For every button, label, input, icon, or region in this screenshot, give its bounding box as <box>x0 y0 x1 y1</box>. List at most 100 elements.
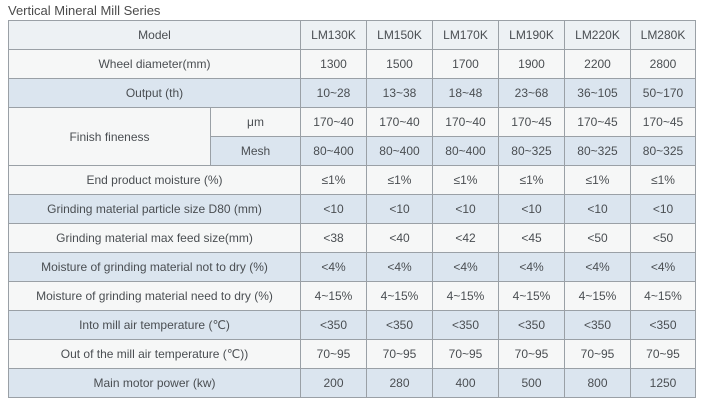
value-cell: 4~15% <box>366 281 433 311</box>
model-cell: LM190K <box>498 20 565 50</box>
value-cell: 170~40 <box>432 107 499 137</box>
value-cell: <350 <box>366 310 433 340</box>
value-cell: <10 <box>366 194 433 224</box>
table-row-main-motor-power: Main motor power (kw) 200 280 400 500 80… <box>8 368 696 398</box>
value-cell: 280 <box>366 368 433 398</box>
table-row-max-feed-size: Grinding material max feed size(mm) <38 … <box>8 223 696 253</box>
value-cell: 80~325 <box>630 136 696 166</box>
model-cell: LM170K <box>432 20 499 50</box>
value-cell: <350 <box>564 310 631 340</box>
value-cell: ≤1% <box>498 165 565 195</box>
value-cell: <4% <box>432 252 499 282</box>
value-cell: 170~40 <box>300 107 367 137</box>
value-cell: <10 <box>300 194 367 224</box>
value-cell: 200 <box>300 368 367 398</box>
value-cell: ≤1% <box>432 165 499 195</box>
value-cell: 170~45 <box>498 107 565 137</box>
value-cell: 10~28 <box>300 78 367 108</box>
value-cell: 80~400 <box>366 136 433 166</box>
row-label-moisture-not-to-dry: Moisture of grinding material not to dry… <box>8 252 301 282</box>
value-cell: 80~400 <box>432 136 499 166</box>
value-cell: <4% <box>498 252 565 282</box>
value-cell: 50~170 <box>630 78 696 108</box>
row-label-finish-fineness: Finish fineness <box>8 107 211 166</box>
spec-table: Model LM130K LM150K LM170K LM190K LM220K… <box>8 20 696 398</box>
value-cell: 4~15% <box>432 281 499 311</box>
value-cell: 18~48 <box>432 78 499 108</box>
value-cell: 23~68 <box>498 78 565 108</box>
row-label-into-mill-temp: Into mill air temperature (℃) <box>8 310 301 340</box>
value-cell: 1250 <box>630 368 696 398</box>
value-cell: <10 <box>498 194 565 224</box>
value-cell: <4% <box>630 252 696 282</box>
value-cell: 1900 <box>498 49 565 79</box>
row-label-out-mill-temp: Out of the mill air temperature (℃)) <box>8 339 301 369</box>
value-cell: 13~38 <box>366 78 433 108</box>
table-row-into-mill-temp: Into mill air temperature (℃) <350 <350 … <box>8 310 696 340</box>
value-cell: <50 <box>564 223 631 253</box>
value-cell: 800 <box>564 368 631 398</box>
value-cell: 36~105 <box>564 78 631 108</box>
value-cell: <350 <box>498 310 565 340</box>
table-row-fineness-um: Finish fineness μm 170~40 170~40 170~40 … <box>8 107 696 166</box>
value-cell: 70~95 <box>564 339 631 369</box>
value-cell: 70~95 <box>498 339 565 369</box>
model-cell: LM130K <box>300 20 367 50</box>
value-cell: 70~95 <box>300 339 367 369</box>
model-cell: LM220K <box>564 20 631 50</box>
value-cell: <10 <box>432 194 499 224</box>
value-cell: <350 <box>300 310 367 340</box>
value-cell: 170~40 <box>366 107 433 137</box>
row-label-max-feed-size: Grinding material max feed size(mm) <box>8 223 301 253</box>
value-cell: <50 <box>630 223 696 253</box>
value-cell: <38 <box>300 223 367 253</box>
value-cell: <10 <box>630 194 696 224</box>
value-cell: 70~95 <box>630 339 696 369</box>
value-cell: ≤1% <box>564 165 631 195</box>
value-cell: 4~15% <box>300 281 367 311</box>
value-cell: <4% <box>300 252 367 282</box>
row-label-end-product-moisture: End product moisture (%) <box>8 165 301 195</box>
model-cell: LM150K <box>366 20 433 50</box>
row-label-output: Output (th) <box>8 78 301 108</box>
value-cell: 80~400 <box>300 136 367 166</box>
unit-label-um: μm <box>210 107 301 137</box>
value-cell: 1300 <box>300 49 367 79</box>
value-cell: ≤1% <box>630 165 696 195</box>
value-cell: ≤1% <box>366 165 433 195</box>
value-cell: <350 <box>432 310 499 340</box>
value-cell: 80~325 <box>564 136 631 166</box>
unit-label-mesh: Mesh <box>210 136 301 166</box>
table-row-moisture-not-to-dry: Moisture of grinding material not to dry… <box>8 252 696 282</box>
table-row-moisture-need-to-dry: Moisture of grinding material need to dr… <box>8 281 696 311</box>
value-cell: <350 <box>630 310 696 340</box>
value-cell: 170~45 <box>564 107 631 137</box>
value-cell: ≤1% <box>300 165 367 195</box>
value-cell: 4~15% <box>564 281 631 311</box>
value-cell: <40 <box>366 223 433 253</box>
value-cell: 2200 <box>564 49 631 79</box>
value-cell: <4% <box>564 252 631 282</box>
table-row-particle-size-d80: Grinding material particle size D80 (mm)… <box>8 194 696 224</box>
value-cell: <45 <box>498 223 565 253</box>
value-cell: 4~15% <box>498 281 565 311</box>
table-row-end-product-moisture: End product moisture (%) ≤1% ≤1% ≤1% ≤1%… <box>8 165 696 195</box>
value-cell: 80~325 <box>498 136 565 166</box>
value-cell: 1700 <box>432 49 499 79</box>
value-cell: <4% <box>366 252 433 282</box>
row-label-particle-size-d80: Grinding material particle size D80 (mm) <box>8 194 301 224</box>
value-cell: <42 <box>432 223 499 253</box>
value-cell: 2800 <box>630 49 696 79</box>
value-cell: 400 <box>432 368 499 398</box>
row-label-wheel-diameter: Wheel diameter(mm) <box>8 49 301 79</box>
table-row-fineness-mesh: Mesh 80~400 80~400 80~400 80~325 80~325 … <box>9 136 696 166</box>
value-cell: 4~15% <box>630 281 696 311</box>
row-label-model: Model <box>8 20 301 50</box>
value-cell: 1500 <box>366 49 433 79</box>
row-label-main-motor-power: Main motor power (kw) <box>8 368 301 398</box>
value-cell: 70~95 <box>432 339 499 369</box>
table-row-out-mill-temp: Out of the mill air temperature (℃)) 70~… <box>8 339 696 369</box>
value-cell: 70~95 <box>366 339 433 369</box>
table-row-output: Output (th) 10~28 13~38 18~48 23~68 36~1… <box>8 78 696 108</box>
